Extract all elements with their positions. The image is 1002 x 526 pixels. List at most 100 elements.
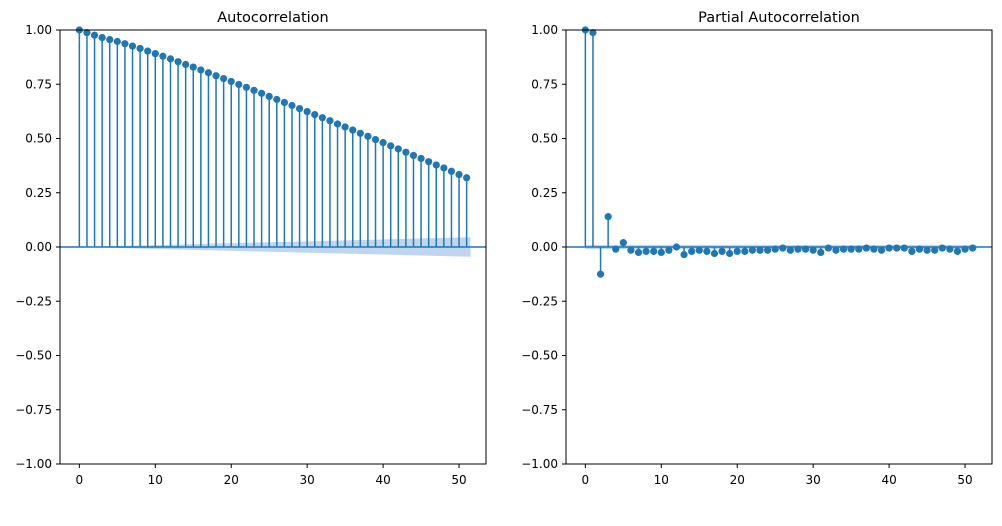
pacf-point [915, 245, 924, 253]
pacf-point [946, 245, 954, 253]
acf-point [295, 104, 304, 113]
acf-x-tick-label: 50 [451, 473, 466, 487]
acf-point [242, 83, 251, 91]
pacf-plot-area [566, 26, 992, 278]
pacf-point [786, 246, 794, 254]
pacf-subplot: Partial Autocorrelation [566, 10, 992, 278]
acf-y-tick-label: 1.00 [25, 23, 52, 37]
pacf-point [733, 247, 741, 255]
pacf-y-tick-label: 0.25 [531, 186, 558, 200]
pacf-point [908, 247, 916, 255]
acf-point [113, 37, 121, 46]
pacf-point [824, 244, 832, 252]
pacf-point [634, 248, 643, 257]
pacf-y-tick-label: −0.75 [521, 403, 558, 417]
acf-point [333, 120, 342, 128]
acf-point [212, 72, 220, 80]
acf-point [387, 142, 395, 150]
pacf-point [718, 247, 726, 255]
pacf-y-tick-label: 1.00 [531, 23, 558, 37]
acf-point [364, 132, 372, 140]
acf-x-tick-label: 40 [375, 473, 390, 487]
pacf-y-tick-label: 0.00 [531, 240, 558, 254]
pacf-title: Partial Autocorrelation [698, 10, 860, 26]
pacf-point [855, 245, 863, 253]
pacf-point [794, 245, 802, 253]
acf-point [463, 174, 471, 182]
pacf-point [710, 249, 719, 258]
pacf-point [748, 246, 757, 254]
acf-point [220, 75, 228, 83]
acf-point [318, 114, 326, 122]
pacf-point [817, 248, 825, 257]
pacf-point [969, 244, 977, 252]
pacf-point [665, 246, 673, 254]
acf-point [425, 158, 433, 166]
pacf-point [642, 247, 650, 255]
acf-x-tick-label: 10 [148, 473, 163, 487]
pacf-point [741, 247, 749, 255]
pacf-point [779, 244, 787, 252]
acf-point [447, 167, 456, 175]
acf-point [379, 139, 387, 147]
pacf-point [801, 245, 810, 253]
acf-point [189, 63, 197, 71]
acf-y-tick-label: 0.25 [25, 186, 52, 200]
acf-x-tick-label: 30 [300, 473, 315, 487]
pacf-point [885, 244, 893, 252]
acf-point [136, 44, 144, 53]
acf-point [227, 77, 235, 86]
pacf-point [672, 243, 681, 251]
pacf-point [596, 270, 605, 278]
pacf-y-tick-label: −1.00 [521, 457, 558, 471]
acf-x-tick-label: 0 [76, 473, 84, 487]
pacf-point [764, 246, 772, 254]
pacf-point [877, 246, 886, 254]
pacf-y-tick-label: −0.50 [521, 349, 558, 363]
acf-point [273, 95, 281, 104]
acf-point [174, 58, 182, 66]
pacf-point [809, 246, 817, 254]
pacf-point [931, 246, 939, 254]
acf-y-tick-label: −0.75 [15, 403, 52, 417]
acf-point [250, 86, 258, 94]
pacf-point [953, 247, 962, 255]
acf-point [402, 148, 410, 156]
acf-point [265, 92, 273, 101]
acf-point [371, 135, 380, 144]
pacf-point [847, 245, 855, 253]
acf-point [349, 126, 357, 134]
pacf-point [726, 249, 734, 258]
acf-point [197, 66, 205, 74]
pacf-x-tick-label: 20 [730, 473, 745, 487]
pacf-x-tick-label: 40 [881, 473, 896, 487]
pacf-point [893, 244, 901, 252]
acf-y-tick-label: −0.50 [15, 349, 52, 363]
acf-point [440, 164, 448, 172]
acf-point [204, 69, 213, 77]
pacf-point [657, 248, 665, 257]
acf-y-tick-label: 0.50 [25, 132, 52, 146]
pacf-point [938, 244, 946, 252]
pacf-point [862, 244, 870, 252]
pacf-point [703, 247, 711, 255]
pacf-point [619, 239, 627, 247]
acf-point [98, 33, 106, 42]
acf-y-tick-label: 0.00 [25, 240, 52, 254]
pacf-point [627, 246, 635, 254]
pacf-point [839, 245, 848, 253]
acf-point [182, 60, 190, 69]
pacf-y-tick-label: 0.50 [531, 132, 558, 146]
acf-point [341, 123, 349, 131]
acf-point [280, 98, 288, 107]
acf-point [394, 145, 402, 153]
acf-point [166, 55, 175, 63]
acf-point [356, 129, 364, 137]
acf-point [90, 31, 99, 39]
pacf-x-tick-label: 0 [582, 473, 590, 487]
pacf-x-tick-label: 30 [806, 473, 821, 487]
pacf-point [650, 247, 658, 255]
acf-point [311, 111, 319, 119]
acf-point [288, 101, 296, 110]
